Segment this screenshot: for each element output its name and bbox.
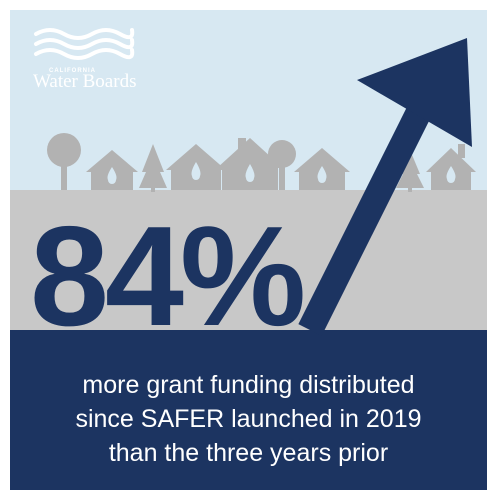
tree-icon: [268, 140, 296, 190]
water-drop-icon: [446, 166, 456, 183]
caption-line-2: since SAFER launched in 2019: [75, 405, 422, 433]
water-waves-logo-icon: [34, 28, 135, 60]
ground-band: [10, 190, 487, 330]
growth-arrow-icon: [298, 38, 472, 336]
water-drop-icon: [191, 162, 201, 180]
infographic-scene: [10, 10, 487, 490]
neighborhood-skyline: [47, 133, 476, 192]
caption-text: more grant funding distributed since SAF…: [10, 368, 487, 470]
water-drop-icon: [107, 167, 117, 184]
water-drop-icon: [317, 166, 327, 183]
headline-stat: 84%: [30, 197, 306, 356]
water-drop-icons: [107, 162, 456, 184]
water-drop-icon: [245, 164, 255, 182]
pine-tree-icon: [139, 144, 167, 192]
caption-panel: [10, 330, 487, 490]
logo-state-label: CALIFORNIA: [49, 68, 96, 74]
caption-line-3: than the three years prior: [108, 439, 389, 467]
tree-icon: [47, 133, 81, 190]
infographic-canvas: CALIFORNIA Water Boards 84% more grant f…: [10, 10, 487, 490]
logo-brand-name: Water Boards: [33, 71, 137, 92]
caption-line-1: more grant funding distributed: [82, 371, 415, 399]
